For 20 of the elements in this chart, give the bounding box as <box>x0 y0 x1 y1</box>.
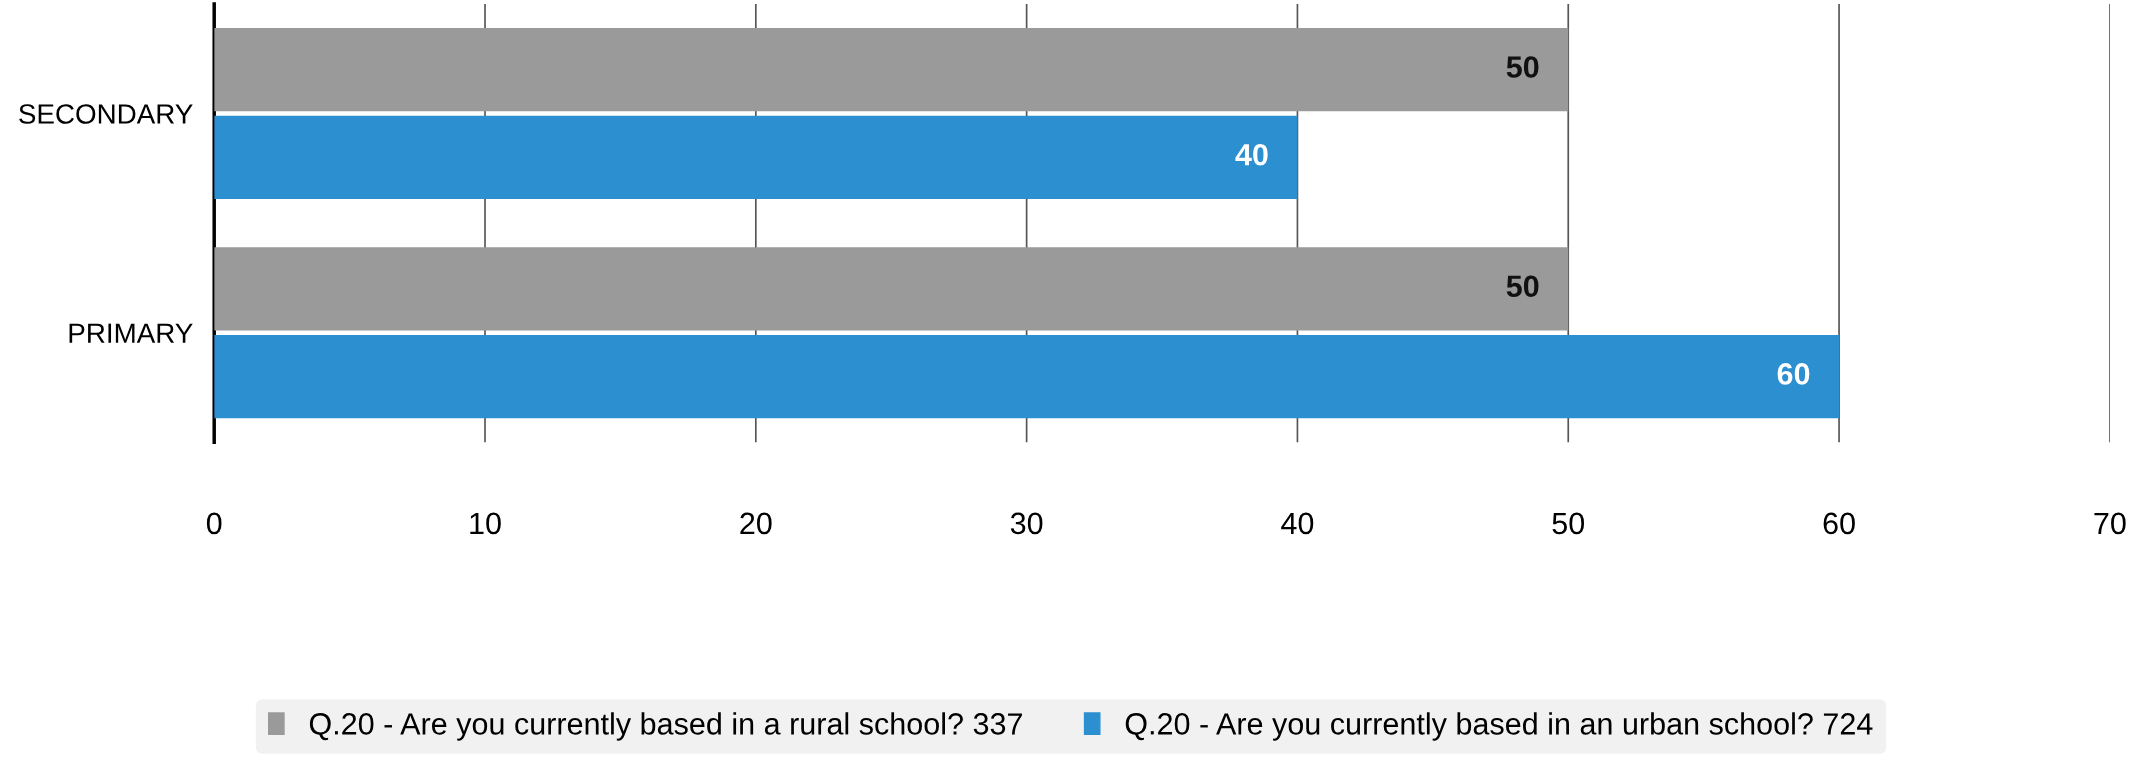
data-label: 40 <box>1235 143 1268 166</box>
x-tick-label: 20 <box>740 512 772 535</box>
legend-label: Q.20 - Are you currently based in an urban school? 724 <box>1125 712 1873 741</box>
bar <box>214 27 1569 112</box>
y-tick-label: PRIMARY <box>69 323 193 343</box>
data-label: 60 <box>1777 363 1810 385</box>
x-tick-label: 0 <box>206 512 222 535</box>
x-tick-label: 40 <box>1281 512 1314 535</box>
bar <box>214 334 1840 419</box>
data-label: 50 <box>1506 56 1539 78</box>
x-tick-label: 60 <box>1823 512 1855 535</box>
x-tick-label: 30 <box>1010 512 1043 535</box>
legend-label: Q.20 - Are you currently based in a rural school? 337 <box>309 712 1022 741</box>
y-tick-label: SECONDARY <box>19 104 193 124</box>
bar <box>214 115 1298 199</box>
x-tick-label: 50 <box>1552 512 1585 535</box>
bar <box>214 247 1569 331</box>
data-label: 50 <box>1506 275 1539 298</box>
x-tick-label: 10 <box>470 512 501 535</box>
x-tick-label: 70 <box>2094 512 2126 535</box>
